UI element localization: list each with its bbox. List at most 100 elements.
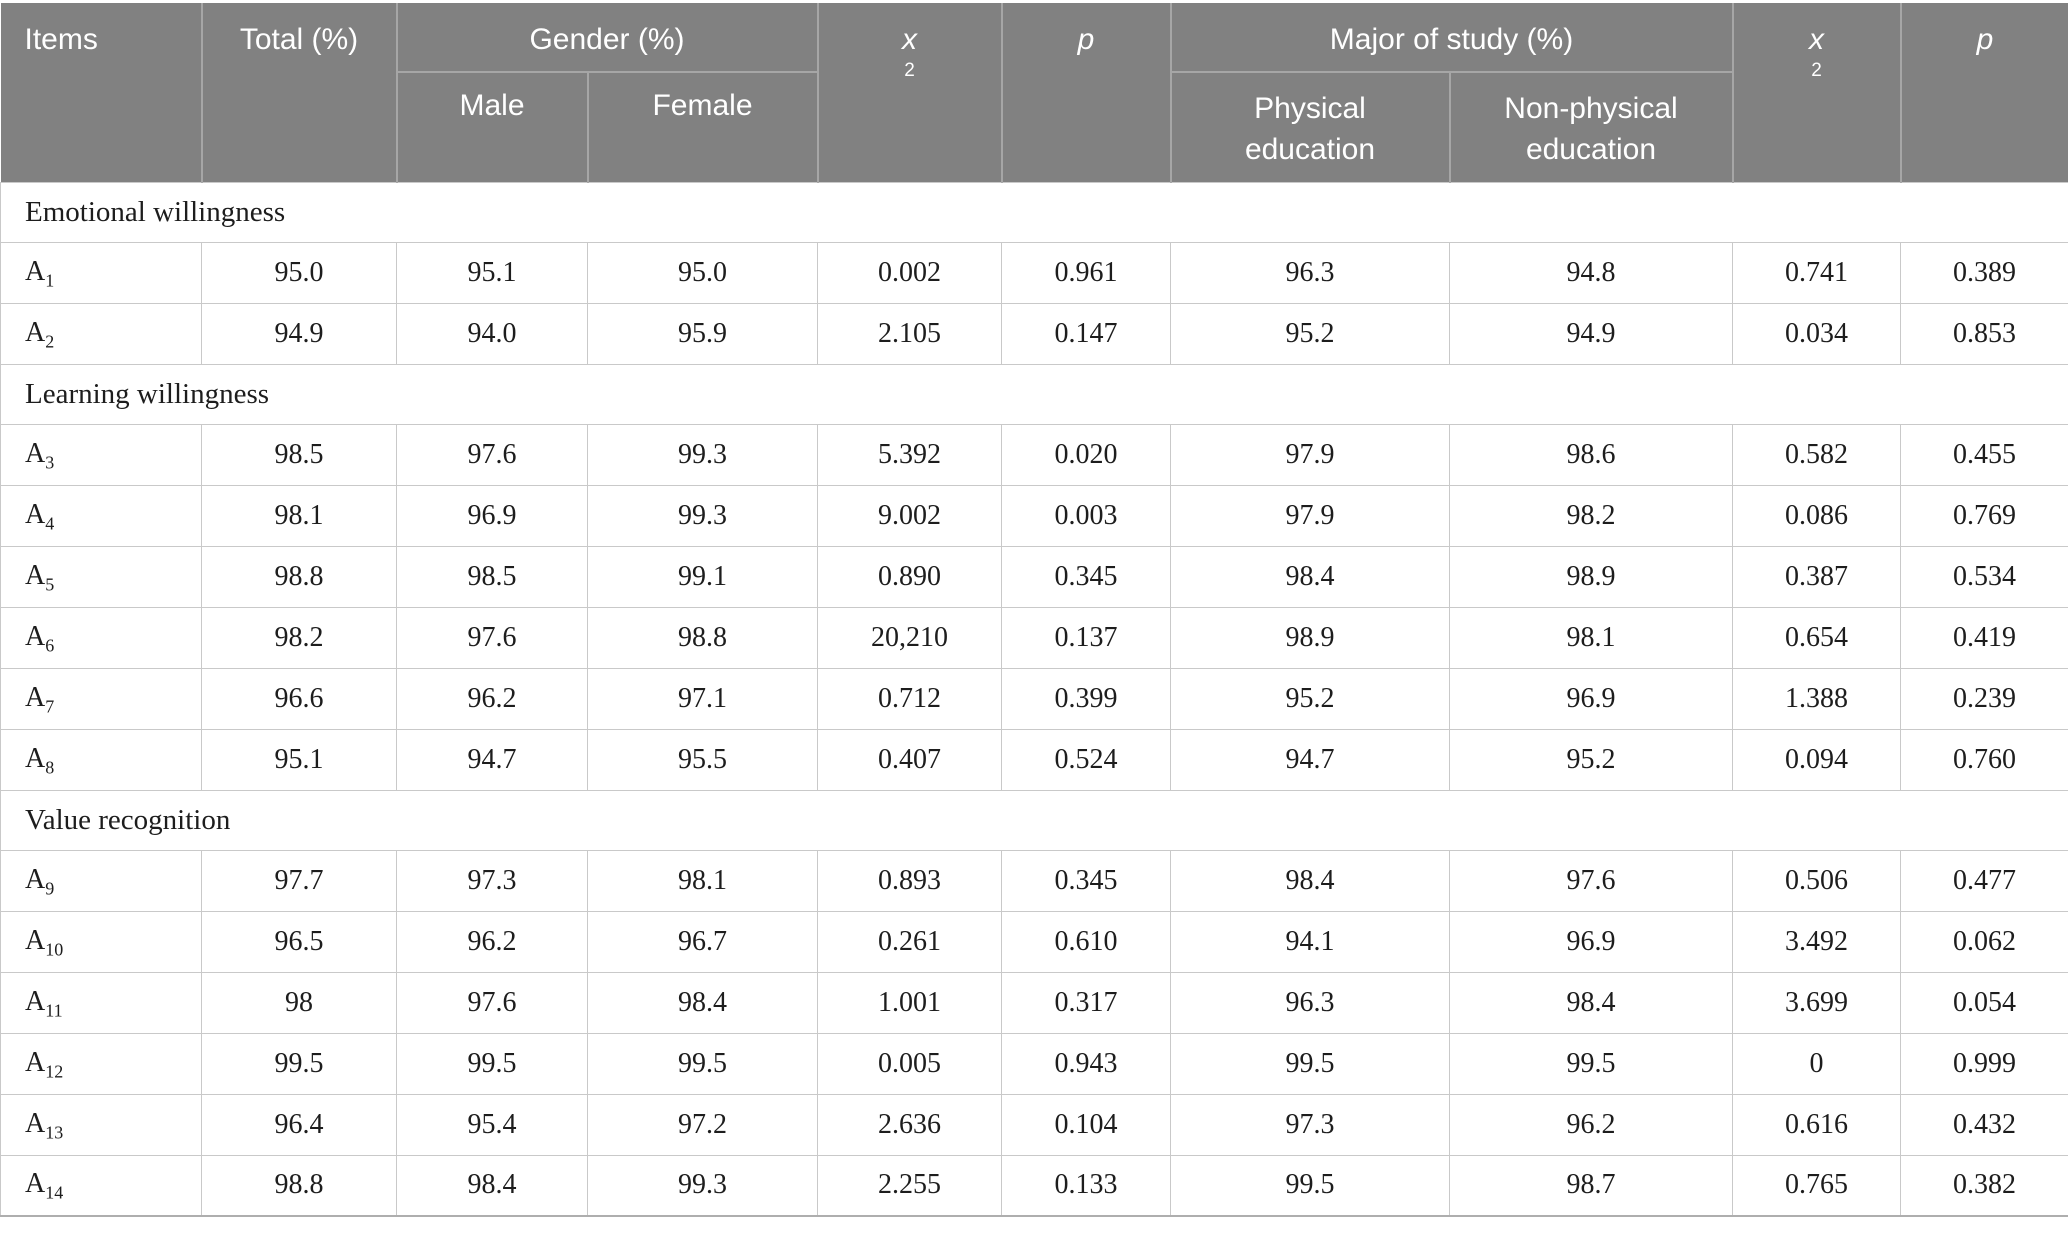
cell-p-major: 0.455 [1900, 423, 2068, 486]
cell-p-gender: 0.147 [1001, 302, 1171, 365]
cell-chi-square-gender: 20,210 [817, 606, 1002, 669]
cell-physical-education: 95.2 [1170, 302, 1450, 365]
cell-non-physical-education: 98.9 [1449, 545, 1733, 608]
cell-total: 98.1 [201, 484, 397, 547]
cell-female: 95.5 [587, 728, 818, 791]
cell-chi-square-major: 0.582 [1732, 423, 1901, 486]
cell-male: 97.6 [396, 606, 588, 669]
item-label: A [25, 1046, 46, 1078]
cell-total: 98.8 [201, 545, 397, 608]
item-label: A [25, 255, 46, 287]
cell-female: 98.1 [587, 849, 818, 912]
item-label: A [25, 316, 46, 348]
cell-male: 94.7 [396, 728, 588, 791]
cell-male: 97.6 [396, 971, 588, 1034]
cell-non-physical-education: 98.6 [1449, 423, 1733, 486]
table-row: A5 98.8 98.5 99.1 0.890 0.345 98.4 98.9 … [0, 545, 2068, 608]
cell-female: 98.4 [587, 971, 818, 1034]
cell-non-physical-education: 96.9 [1449, 667, 1733, 730]
cell-p-gender: 0.104 [1001, 1093, 1171, 1156]
table-row: A2 94.9 94.0 95.9 2.105 0.147 95.2 94.9 … [0, 302, 2068, 365]
item-label-cell: A9 [0, 849, 202, 912]
cell-total: 96.5 [201, 910, 397, 973]
cell-physical-education: 94.7 [1170, 728, 1450, 791]
cell-female: 95.0 [587, 241, 818, 304]
cell-female: 98.8 [587, 606, 818, 669]
cell-total: 95.0 [201, 241, 397, 304]
item-subscript: 4 [45, 513, 55, 534]
cell-female: 99.5 [587, 1032, 818, 1095]
header-row-1: Items Total (%) Gender (%) x 2 p Major o… [0, 3, 2068, 182]
item-label-cell: A10 [0, 910, 202, 973]
cell-p-gender: 0.961 [1001, 241, 1171, 304]
table-row: A6 98.2 97.6 98.8 20,210 0.137 98.9 98.1… [0, 606, 2068, 669]
cell-p-major: 0.477 [1900, 849, 2068, 912]
cell-p-gender: 0.133 [1001, 1154, 1171, 1217]
cell-total: 98 [201, 971, 397, 1034]
table-header: Items Total (%) Gender (%) x 2 p Major o… [0, 3, 2068, 182]
item-label: A [25, 559, 46, 591]
cell-chi-square-major: 0.086 [1732, 484, 1901, 547]
section-row: Learning willingness [0, 363, 2068, 425]
cell-non-physical-education: 94.8 [1449, 241, 1733, 304]
section-label: Learning willingness [0, 363, 2068, 425]
cell-chi-square-major: 0.506 [1732, 849, 1901, 912]
col-header-chi-square-major: x 2 [1731, 3, 1901, 182]
cell-physical-education: 98.4 [1170, 849, 1450, 912]
col-header-chi-square-gender: x 2 [816, 3, 1002, 182]
item-label: A [25, 498, 46, 530]
item-label: A [25, 742, 46, 774]
section-label: Emotional willingness [0, 181, 2068, 243]
cell-female: 99.3 [587, 484, 818, 547]
item-subscript: 13 [45, 1122, 64, 1143]
cell-p-gender: 0.137 [1001, 606, 1171, 669]
table-row: A12 99.5 99.5 99.5 0.005 0.943 99.5 99.5… [0, 1032, 2068, 1095]
cell-chi-square-gender: 0.005 [817, 1032, 1002, 1095]
cell-physical-education: 99.5 [1170, 1032, 1450, 1095]
section-label: Value recognition [0, 789, 2068, 851]
item-label: A [25, 681, 46, 713]
cell-chi-square-gender: 9.002 [817, 484, 1002, 547]
item-subscript: 6 [45, 635, 55, 656]
item-subscript: 11 [45, 1000, 63, 1021]
table-row: A9 97.7 97.3 98.1 0.893 0.345 98.4 97.6 … [0, 849, 2068, 912]
cell-non-physical-education: 96.9 [1449, 910, 1733, 973]
cell-total: 95.1 [201, 728, 397, 791]
cell-female: 97.1 [587, 667, 818, 730]
cell-chi-square-gender: 0.890 [817, 545, 1002, 608]
cell-physical-education: 96.3 [1170, 241, 1450, 304]
cell-chi-square-gender: 0.893 [817, 849, 1002, 912]
cell-physical-education: 98.9 [1170, 606, 1450, 669]
col-header-total: Total (%) [200, 3, 397, 182]
cell-non-physical-education: 97.6 [1449, 849, 1733, 912]
cell-female: 99.3 [587, 1154, 818, 1217]
cell-p-major: 0.239 [1900, 667, 2068, 730]
table-row: A8 95.1 94.7 95.5 0.407 0.524 94.7 95.2 … [0, 728, 2068, 791]
table-row: A7 96.6 96.2 97.1 0.712 0.399 95.2 96.9 … [0, 667, 2068, 730]
col-header-p-gender: p [1000, 3, 1171, 182]
cell-non-physical-education: 98.4 [1449, 971, 1733, 1034]
col-header-physical-education: Physical education [1169, 71, 1450, 182]
cell-female: 95.9 [587, 302, 818, 365]
chi-square-symbol: x 2 [1809, 23, 1824, 81]
cell-chi-square-gender: 2.636 [817, 1093, 1002, 1156]
item-label-cell: A1 [0, 241, 202, 304]
cell-non-physical-education: 94.9 [1449, 302, 1733, 365]
table-row: A11 98 97.6 98.4 1.001 0.317 96.3 98.4 3… [0, 971, 2068, 1034]
cell-p-gender: 0.020 [1001, 423, 1171, 486]
cell-p-major: 0.389 [1900, 241, 2068, 304]
item-subscript: 10 [45, 939, 64, 960]
cell-chi-square-major: 0 [1732, 1032, 1901, 1095]
cell-total: 96.6 [201, 667, 397, 730]
cell-chi-square-major: 1.388 [1732, 667, 1901, 730]
item-label-cell: A4 [0, 484, 202, 547]
cell-male: 96.2 [396, 667, 588, 730]
cell-male: 97.6 [396, 423, 588, 486]
item-label-cell: A13 [0, 1093, 202, 1156]
cell-chi-square-gender: 5.392 [817, 423, 1002, 486]
item-label-cell: A6 [0, 606, 202, 669]
cell-male: 96.2 [396, 910, 588, 973]
col-header-gender-group: Gender (%) [395, 3, 818, 72]
col-header-major-group: Major of study (%) [1169, 3, 1733, 72]
cell-chi-square-gender: 2.255 [817, 1154, 1002, 1217]
